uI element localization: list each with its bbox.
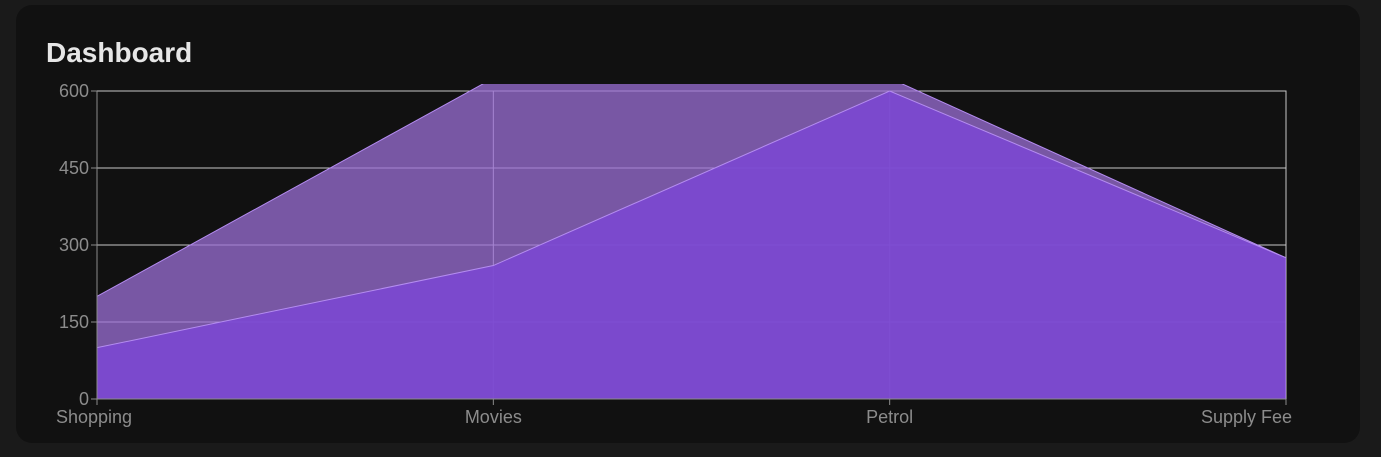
x-tick-label: Movies: [465, 407, 522, 427]
page-title: Dashboard: [46, 37, 193, 68]
x-tick-label: Supply Fee: [1201, 407, 1292, 427]
y-tick-label: 600: [59, 81, 89, 101]
y-tick-label: 150: [59, 312, 89, 332]
x-tick-label: Petrol: [866, 407, 913, 427]
y-tick-label: 300: [59, 235, 89, 255]
y-tick-label: 450: [59, 158, 89, 178]
area-series-2: [97, 90, 1286, 399]
x-tick-label: Shopping: [56, 407, 132, 427]
y-tick-label: 0: [79, 389, 89, 409]
series-group: [97, 84, 1286, 399]
